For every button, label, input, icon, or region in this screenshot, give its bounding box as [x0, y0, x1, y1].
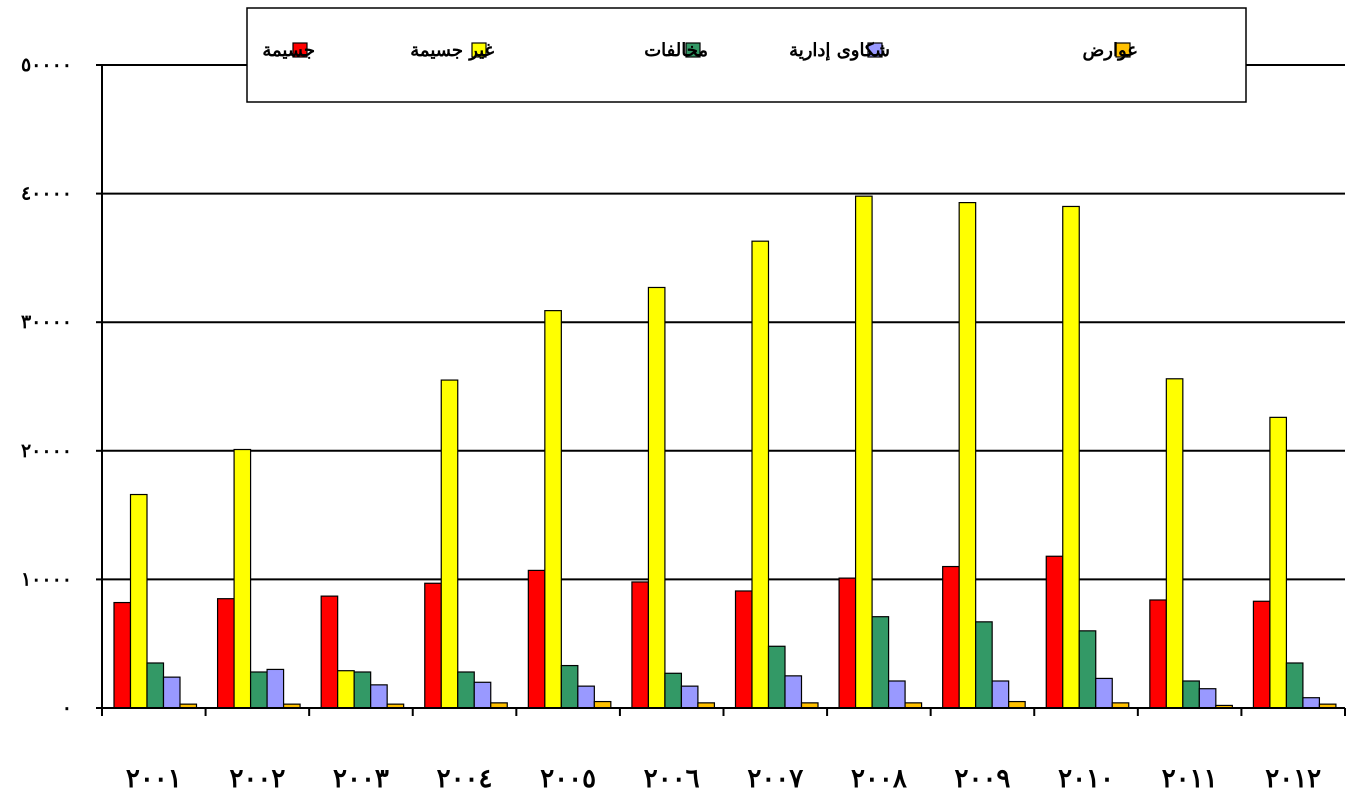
bar-1-6 [631, 581, 650, 709]
bar-3-12 [1285, 662, 1304, 709]
bar-1-10 [1045, 555, 1064, 709]
bar-2-1 [129, 493, 148, 709]
y-tick-label: ١٠٠٠٠ [21, 568, 72, 590]
bar-1-4 [424, 582, 442, 709]
x-category-label: ٢٠١١ [1162, 764, 1218, 794]
x-category-label: ٢٠٠٣ [333, 764, 389, 794]
bar-2-3 [337, 670, 355, 709]
bar-3-7 [767, 645, 786, 709]
y-tick-label: ٠ [62, 697, 72, 719]
legend-swatch-4 [867, 42, 883, 58]
bar-2-4 [440, 379, 459, 709]
bar-4-7 [784, 675, 803, 709]
x-category-label: ٢٠٠٥ [540, 764, 596, 794]
bar-4-4 [473, 681, 492, 709]
bar-4-2 [266, 668, 285, 709]
bar-1-12 [1252, 600, 1271, 709]
x-category-label: ٢٠٠١ [126, 764, 182, 794]
bar-4-6 [680, 685, 699, 709]
x-category-label: ٢٠١٢ [1265, 764, 1321, 794]
legend-swatch-3 [685, 42, 701, 58]
x-category-label: ٢٠٠٢ [229, 764, 285, 794]
bar-4-3 [370, 684, 388, 709]
legend-label-4: شكاوى إدارية [789, 40, 890, 61]
bar-1-8 [838, 577, 857, 709]
bar-1-9 [942, 565, 960, 709]
legend: جسيمة غير جسيمة مخالفات شكاوى إدارية عوارض [246, 7, 1247, 103]
y-tick-label: ٣٠٠٠٠ [21, 311, 72, 333]
bar-2-5 [544, 310, 562, 709]
bar-1-11 [1149, 599, 1167, 709]
bar-2-12 [1269, 416, 1288, 709]
axes [96, 64, 1346, 716]
bar-1-1 [113, 601, 132, 709]
bar-3-1 [146, 662, 165, 709]
bar-2-2 [233, 448, 252, 709]
y-tick-label: ٤٠٠٠٠ [21, 183, 72, 205]
x-category-label: ٢٠٠٦ [644, 764, 700, 794]
bar-4-11 [1198, 688, 1217, 709]
bar-3-3 [353, 671, 372, 709]
x-category-label: ٢٠٠٧ [747, 764, 803, 794]
y-tick-label: ٢٠٠٠٠ [21, 440, 72, 462]
y-tick-label: ٥٠٠٠٠ [21, 54, 72, 76]
legend-label-3: مخالفات [644, 40, 708, 61]
x-category-label: ٢٠٠٤ [437, 764, 493, 794]
bar-1-2 [216, 598, 235, 709]
bar-3-11 [1182, 680, 1200, 709]
bar-1-7 [734, 590, 753, 709]
bar-3-6 [664, 672, 683, 709]
bar-3-5 [560, 664, 579, 709]
bar-3-8 [871, 616, 890, 709]
bar-3-10 [1078, 630, 1097, 709]
legend-box [246, 7, 1247, 103]
legend-swatch-1 [292, 42, 308, 58]
x-category-label: ٢٠٠٨ [851, 764, 907, 794]
legend-label-1: جسيمة [262, 40, 315, 61]
legend-swatch-2 [471, 42, 487, 58]
x-category-labels: ٢٠٠١ ٢٠٠٢ ٢٠٠٣ ٢٠٠٤ ٢٠٠٥ ٢٠٠٦ ٢٠٠٧ ٢٠٠٨ ٢٠٠٩ ٢٠١٠… [126, 764, 1321, 794]
bar-2-10 [1062, 205, 1080, 709]
bar-2-11 [1165, 378, 1184, 709]
legend-label-2: غير جسيمة [410, 40, 494, 61]
bar-3-2 [249, 671, 268, 709]
bar-4-10 [1095, 677, 1113, 709]
gridlines [102, 64, 1345, 581]
bar-2-6 [647, 286, 666, 709]
x-category-label: ٢٠٠٩ [955, 764, 1011, 794]
bar-3-9 [975, 621, 993, 709]
legend-label-5: عوارض [1083, 40, 1139, 61]
bar-1-5 [527, 569, 546, 709]
x-category-label: ٢٠١٠ [1058, 764, 1114, 794]
bar-4-8 [887, 680, 906, 709]
bar-4-1 [162, 676, 181, 709]
bar-2-7 [751, 240, 770, 709]
bar-1-3 [320, 595, 339, 709]
bar-4-12 [1302, 697, 1321, 709]
bar-4-9 [991, 680, 1010, 709]
bar-2-9 [958, 202, 977, 709]
bars [113, 195, 1337, 709]
bar-4-5 [577, 685, 595, 709]
legend-swatch-5 [1115, 42, 1131, 58]
bar-3-4 [457, 671, 475, 709]
y-tick-labels: ٠ ١٠٠٠٠ ٢٠٠٠٠ ٣٠٠٠٠ ٤٠٠٠٠ ٥٠٠٠٠ [21, 54, 72, 719]
bar-2-8 [854, 195, 873, 709]
